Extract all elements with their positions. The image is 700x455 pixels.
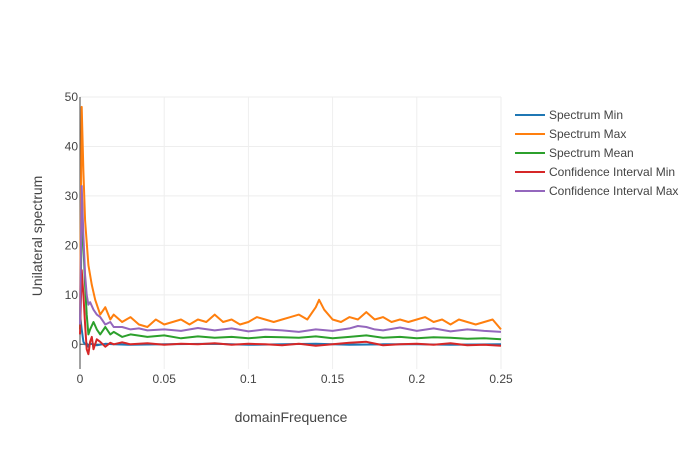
legend: Spectrum Min Spectrum Max Spectrum Mean Con… xyxy=(515,108,678,198)
x-axis-title: domainFrequence xyxy=(235,409,348,425)
y-tick-label: 10 xyxy=(65,288,79,302)
y-tick-label: 50 xyxy=(65,90,79,104)
legend-label: Spectrum Min xyxy=(549,108,623,122)
y-tick-label: 20 xyxy=(65,238,79,252)
x-tick-label: 0.15 xyxy=(321,372,345,386)
x-tick-label: 0.2 xyxy=(408,372,425,386)
series-line-spectrum-max xyxy=(79,105,502,331)
series-lines xyxy=(79,105,502,356)
series-line-confidence-interval-max xyxy=(79,185,502,333)
series-line-spectrum-mean xyxy=(79,224,502,341)
x-tick-label: 0.1 xyxy=(240,372,257,386)
legend-label: Confidence Interval Min xyxy=(549,165,675,179)
legend-label: Spectrum Mean xyxy=(549,146,634,160)
x-tick-label: 0.05 xyxy=(153,372,177,386)
tick-labels: 0 10 20 30 40 50 0 0.05 0.1 0.15 0.2 0.25 xyxy=(65,90,513,386)
y-tick-label: 30 xyxy=(65,189,79,203)
x-tick-label: 0 xyxy=(77,372,84,386)
y-axis-title: Unilateral spectrum xyxy=(29,176,45,297)
grid xyxy=(80,96,502,369)
x-tick-label: 0.25 xyxy=(489,372,513,386)
y-tick-label: 0 xyxy=(71,337,78,351)
legend-label: Confidence Interval Max xyxy=(549,184,678,198)
y-tick-label: 40 xyxy=(65,139,79,153)
legend-label: Spectrum Max xyxy=(549,127,626,141)
series-line-confidence-interval-min xyxy=(79,269,502,356)
